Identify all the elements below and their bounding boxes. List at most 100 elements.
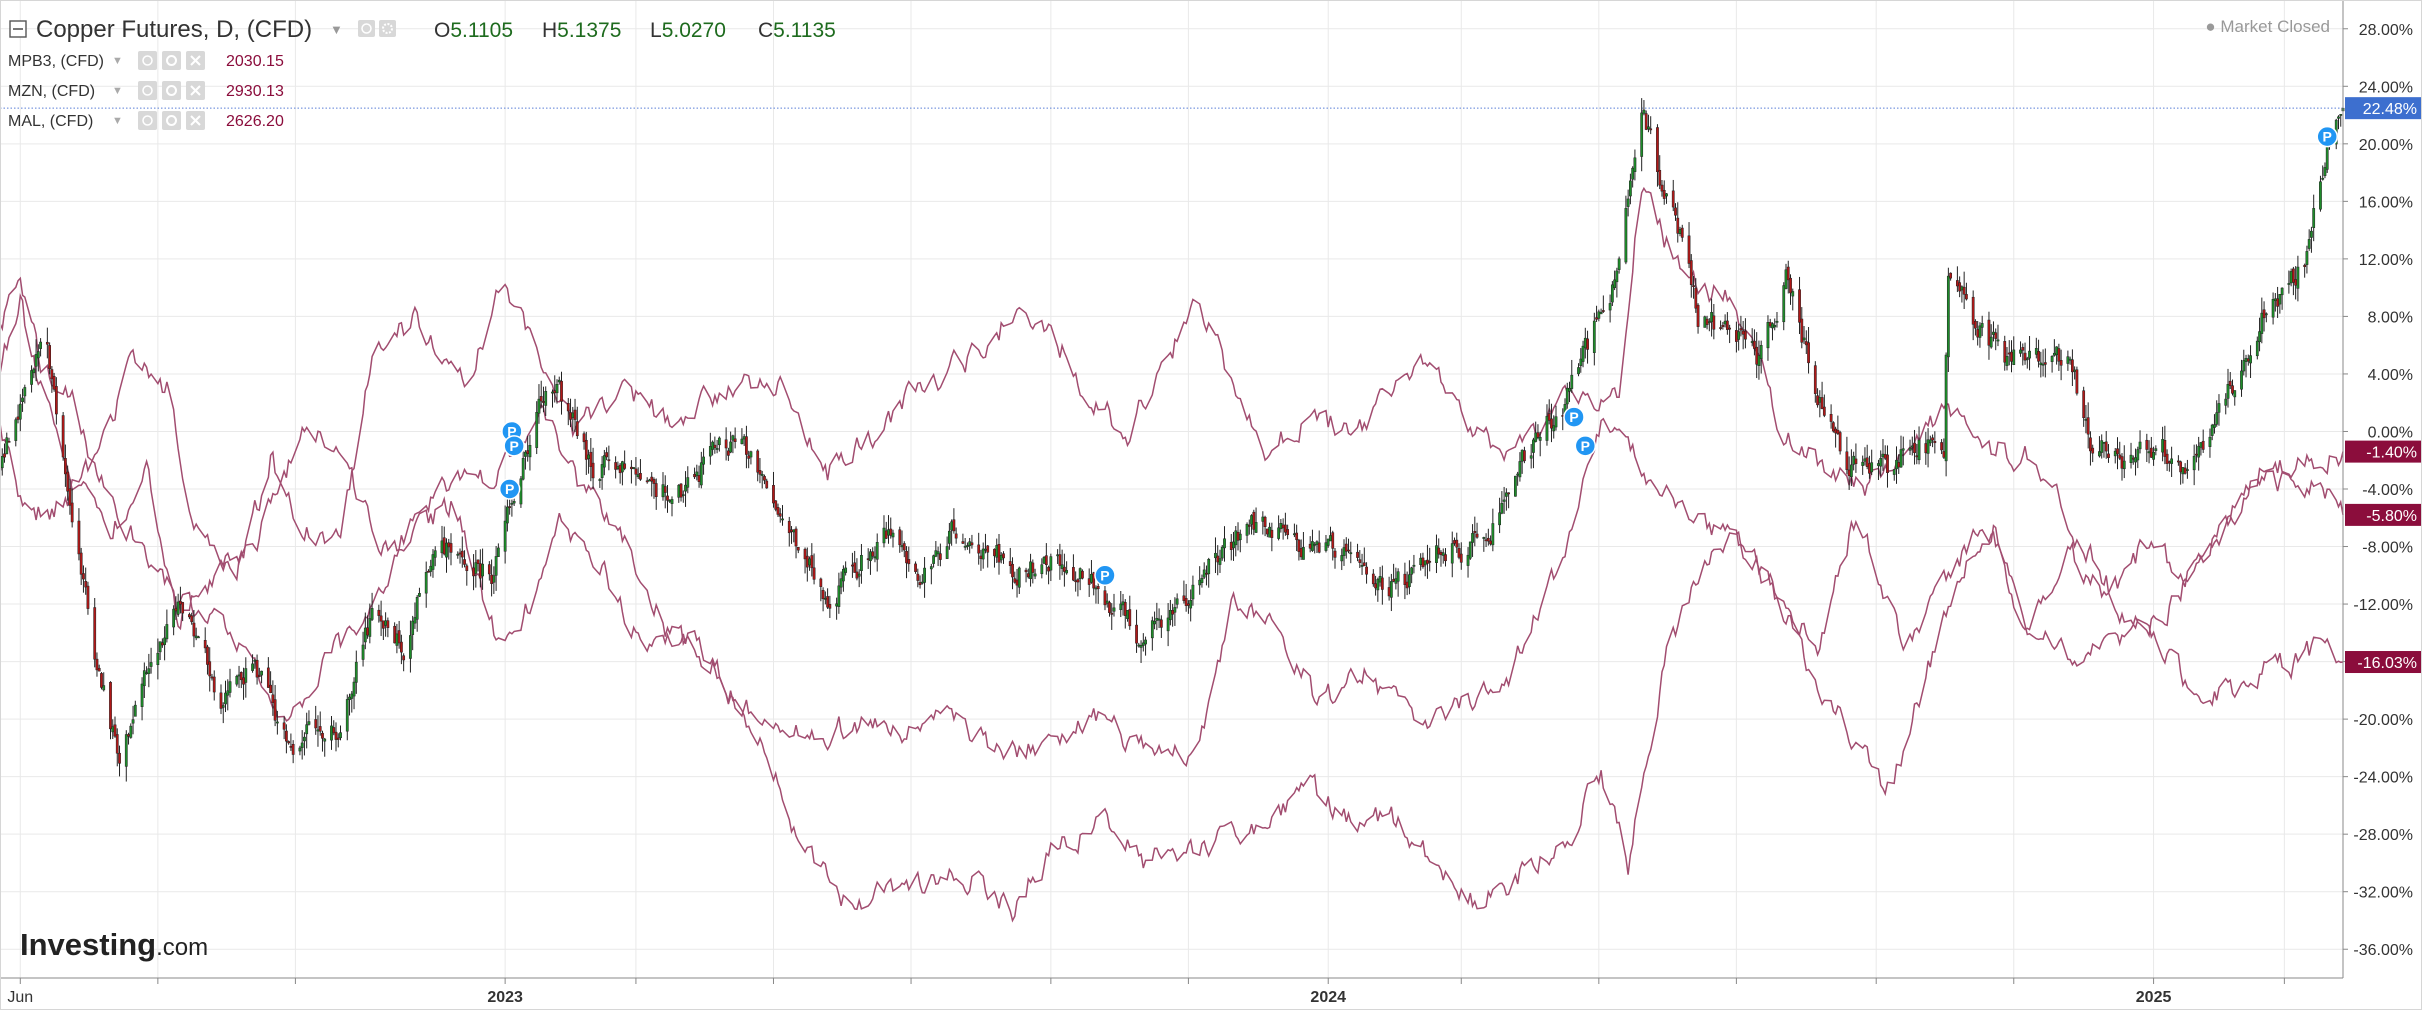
- candle: [339, 725, 342, 741]
- eye-icon[interactable]: [138, 51, 157, 70]
- ohlc-h: H5.1375: [542, 19, 621, 42]
- candle: [1060, 549, 1064, 576]
- candle: [1412, 554, 1416, 574]
- candle: [947, 522, 951, 550]
- candle: [731, 434, 735, 454]
- candle: [2107, 444, 2110, 463]
- svg-text:-5.80%: -5.80%: [2366, 508, 2417, 525]
- candle: [1570, 359, 1574, 394]
- candle: [45, 327, 49, 359]
- candle: [639, 459, 642, 481]
- pin-marker[interactable]: P: [1094, 564, 1116, 587]
- candle: [1008, 547, 1012, 574]
- eye-icon[interactable]: [138, 111, 157, 130]
- pin-marker[interactable]: P: [498, 478, 521, 500]
- candle: [869, 549, 872, 575]
- candle: [1087, 568, 1091, 597]
- candle: [708, 432, 712, 465]
- gear-icon[interactable]: [162, 111, 181, 130]
- candle: [1836, 415, 1840, 435]
- candle: [1013, 571, 1017, 584]
- legend-row[interactable]: MPB3, (CFD) ▼ 2030.15: [8, 51, 284, 70]
- candle: [0, 448, 4, 476]
- candle: [219, 684, 223, 715]
- legend-dropdown-icon[interactable]: ▼: [112, 85, 123, 97]
- candle: [2102, 441, 2106, 458]
- candle: [2271, 292, 2275, 325]
- candle: [1123, 599, 1127, 629]
- candle: [1504, 488, 1508, 511]
- pin-marker[interactable]: P: [1574, 435, 1597, 457]
- chart-title[interactable]: Copper Futures, D, (CFD): [36, 16, 312, 43]
- candle: [300, 730, 304, 760]
- candle: [1660, 179, 1664, 197]
- candle: [790, 526, 793, 544]
- candle: [1687, 222, 1691, 269]
- candle: [1157, 608, 1161, 629]
- y-tick-label: 4.00%: [2368, 367, 2413, 384]
- candle: [697, 465, 701, 488]
- candle: [1649, 116, 1653, 135]
- legend-dropdown-icon[interactable]: ▼: [112, 55, 123, 67]
- series-line-mal[interactable]: [0, 186, 2344, 707]
- candle: [726, 447, 730, 461]
- candle: [1568, 381, 1571, 403]
- candle: [465, 563, 469, 586]
- candle: [1371, 569, 1375, 587]
- gear-icon[interactable]: [162, 81, 181, 100]
- candle: [1374, 575, 1377, 596]
- candle: [1899, 435, 1903, 468]
- candle: [1002, 551, 1005, 564]
- candle: [463, 550, 466, 568]
- candle: [1956, 266, 1959, 293]
- candle: [1771, 322, 1774, 341]
- candle: [393, 622, 397, 644]
- ohlc-l: L5.0270: [650, 19, 726, 42]
- candle: [334, 722, 338, 752]
- title-dropdown-icon[interactable]: ▼: [330, 22, 343, 37]
- candle: [2276, 286, 2279, 318]
- candle: [345, 694, 349, 741]
- eye-icon[interactable]: [138, 81, 157, 100]
- candle: [188, 612, 191, 620]
- candle: [758, 458, 762, 484]
- candle: [1689, 254, 1693, 298]
- candle: [519, 476, 523, 508]
- candle: [1428, 547, 1432, 572]
- candle: [1362, 547, 1366, 567]
- pin-marker[interactable]: P: [503, 435, 525, 457]
- candle: [702, 448, 705, 475]
- candle: [377, 604, 381, 623]
- candle: [23, 384, 27, 404]
- candle: [39, 338, 42, 357]
- candle: [2192, 444, 2196, 486]
- title-settings-icons[interactable]: [358, 20, 396, 37]
- candle: [1861, 455, 1865, 475]
- candle: [2149, 436, 2153, 458]
- legend-row[interactable]: MAL, (CFD) ▼ 2626.20: [8, 111, 284, 130]
- candle: [1822, 394, 1826, 418]
- candle: [1329, 526, 1332, 542]
- candle: [1617, 256, 1621, 274]
- gear-icon[interactable]: [162, 51, 181, 70]
- series-line-mzn[interactable]: [0, 276, 2344, 923]
- candle: [1182, 580, 1186, 604]
- candle: [636, 467, 640, 480]
- pin-marker[interactable]: P: [1563, 406, 1585, 428]
- pin-label: P: [1581, 438, 1590, 454]
- candle: [1410, 566, 1414, 584]
- candle: [1813, 361, 1817, 403]
- legend-row[interactable]: MZN, (CFD) ▼ 2930.13: [8, 81, 284, 100]
- candle: [354, 650, 358, 694]
- candle: [127, 732, 130, 745]
- candle: [84, 567, 88, 595]
- candle: [206, 644, 209, 675]
- pin-marker[interactable]: P: [2316, 125, 2338, 148]
- candle: [1831, 421, 1835, 433]
- legend-dropdown-icon[interactable]: ▼: [112, 115, 123, 127]
- series-line-mpb3[interactable]: [0, 293, 2344, 768]
- candle: [1719, 320, 1722, 331]
- candle: [1139, 640, 1143, 663]
- candle: [1042, 556, 1046, 565]
